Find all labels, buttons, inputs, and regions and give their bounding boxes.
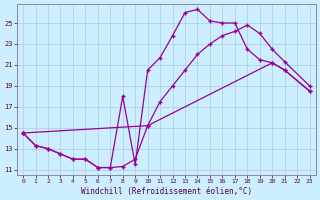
X-axis label: Windchill (Refroidissement éolien,°C): Windchill (Refroidissement éolien,°C) [81,187,252,196]
